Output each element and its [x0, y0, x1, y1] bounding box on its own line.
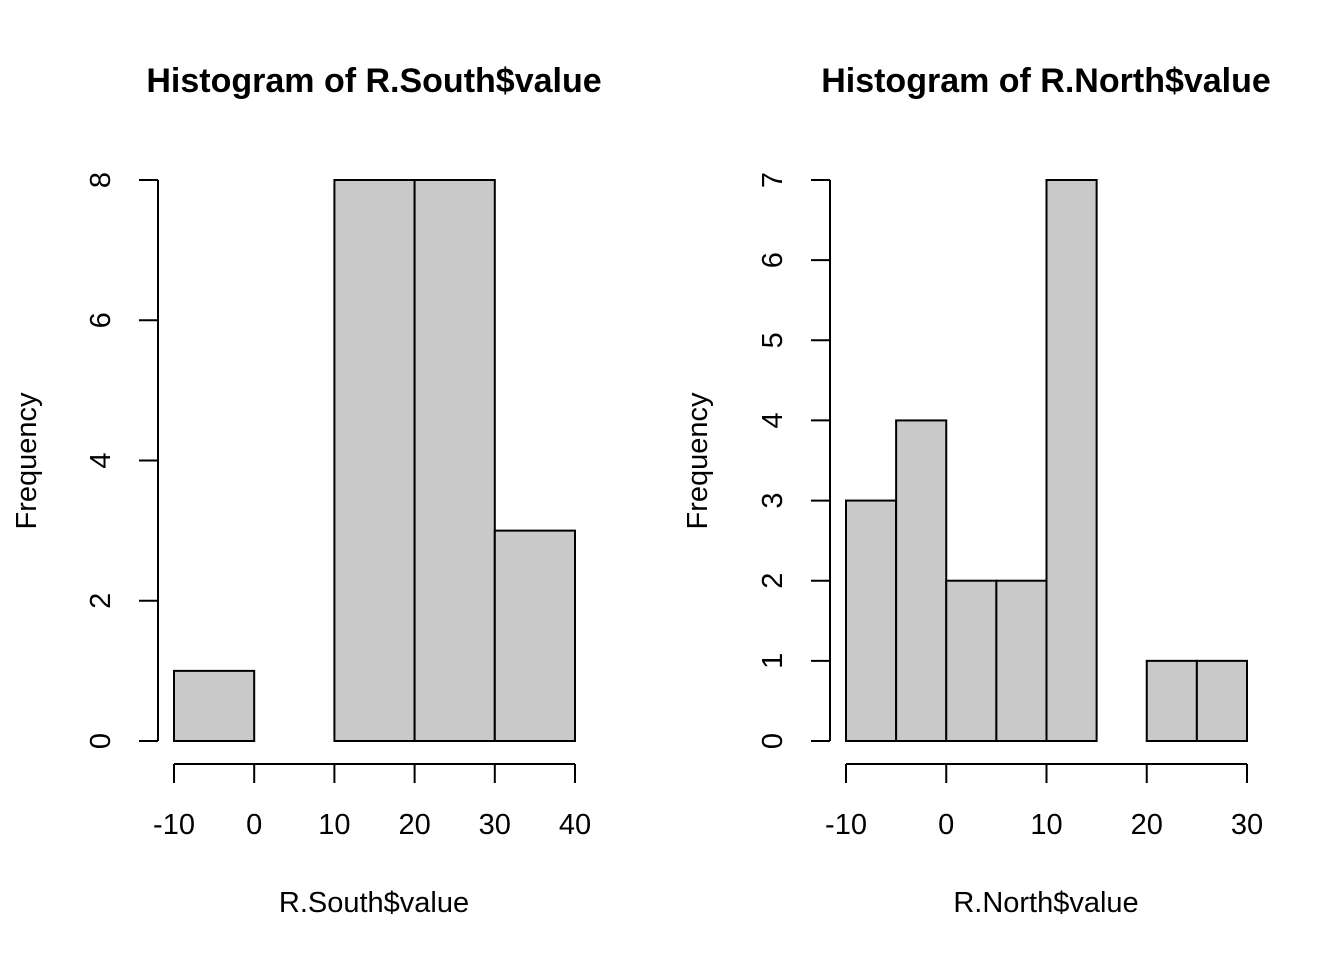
x-tick-label-north-0: -10 — [825, 809, 867, 841]
x-axis-north: -10 0 10 20 30 — [825, 763, 1263, 841]
y-tick-label-south-0: 0 — [85, 733, 117, 749]
x-tick-label-south-4: 30 — [479, 809, 511, 841]
y-tick-label-north-6: 6 — [757, 252, 789, 268]
y-axis-label-north: Frequency — [682, 392, 714, 530]
x-axis-south: -10 0 10 20 30 40 — [153, 763, 591, 841]
y-axis-south: 0 2 4 6 8 — [85, 172, 159, 749]
bar-south-3 — [413, 179, 496, 742]
x-tick-label-north-4: 30 — [1231, 809, 1263, 841]
x-tick-label-north-3: 20 — [1131, 809, 1163, 841]
x-tick-label-south-1: 0 — [246, 809, 262, 841]
y-axis-label-south: Frequency — [11, 392, 43, 530]
x-tick-label-south-2: 10 — [318, 809, 350, 841]
y-tick-label-north-0: 0 — [757, 733, 789, 749]
y-tick-label-north-7: 7 — [757, 172, 789, 188]
chart-title-north: Histogram of R.North$value — [821, 62, 1271, 100]
bars-north — [845, 179, 1248, 743]
bar-north-0 — [845, 499, 898, 743]
x-tick-label-north-2: 10 — [1030, 809, 1062, 841]
x-tick-label-south-3: 20 — [398, 809, 430, 841]
y-tick-label-south-4: 8 — [85, 172, 117, 188]
bar-south-0 — [173, 669, 256, 742]
bar-south-2 — [333, 179, 416, 742]
bar-north-4 — [1045, 179, 1098, 742]
y-tick-label-north-4: 4 — [757, 412, 789, 428]
y-tick-label-north-3: 3 — [757, 493, 789, 509]
y-tick-label-north-2: 2 — [757, 573, 789, 589]
bar-north-1 — [895, 419, 948, 742]
bar-north-2 — [945, 579, 998, 743]
bars-south — [173, 179, 576, 742]
y-axis-north: 0 1 2 3 4 5 6 7 — [757, 172, 831, 749]
y-tick-label-south-3: 6 — [85, 312, 117, 328]
bar-north-3 — [995, 579, 1048, 743]
histogram-panel-north: Histogram of R.North$value R.North$value… — [682, 62, 1271, 919]
y-tick-label-south-1: 2 — [85, 593, 117, 609]
bar-north-7 — [1195, 659, 1248, 742]
x-tick-label-south-5: 40 — [559, 809, 591, 841]
histogram-panel-south: Histogram of R.South$value R.South$value… — [11, 62, 602, 919]
x-axis-label-north: R.North$value — [953, 887, 1138, 919]
y-tick-label-north-5: 5 — [757, 332, 789, 348]
y-tick-label-north-1: 1 — [757, 653, 789, 669]
y-tick-label-south-2: 4 — [85, 452, 117, 468]
bar-north-6 — [1145, 659, 1198, 742]
x-axis-label-south: R.South$value — [279, 887, 469, 919]
chart-title-south: Histogram of R.South$value — [146, 62, 601, 100]
x-tick-label-south-0: -10 — [153, 809, 195, 841]
bar-south-4 — [493, 529, 576, 742]
x-tick-label-north-1: 0 — [938, 809, 954, 841]
